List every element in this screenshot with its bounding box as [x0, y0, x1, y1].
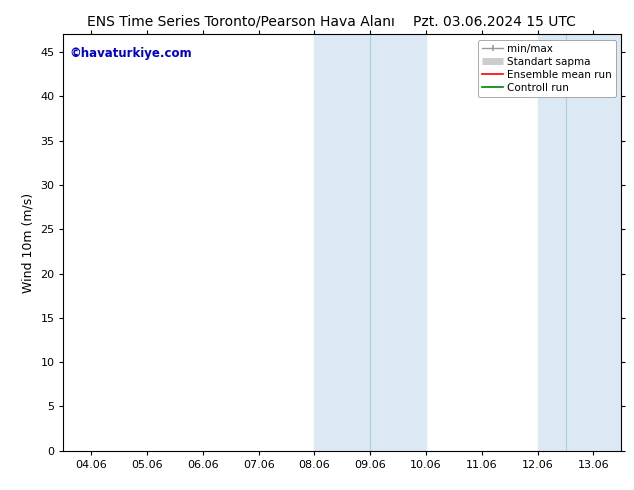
Bar	[538, 34, 621, 451]
Y-axis label: Wind 10m (m/s): Wind 10m (m/s)	[22, 193, 35, 293]
Legend: min/max, Standart sapma, Ensemble mean run, Controll run: min/max, Standart sapma, Ensemble mean r…	[478, 40, 616, 97]
Text: ©havaturkiye.com: ©havaturkiye.com	[69, 47, 191, 60]
Bar	[314, 34, 426, 451]
Text: Pzt. 03.06.2024 15 UTC: Pzt. 03.06.2024 15 UTC	[413, 15, 576, 29]
Text: ENS Time Series Toronto/Pearson Hava Alanı: ENS Time Series Toronto/Pearson Hava Ala…	[87, 15, 395, 29]
